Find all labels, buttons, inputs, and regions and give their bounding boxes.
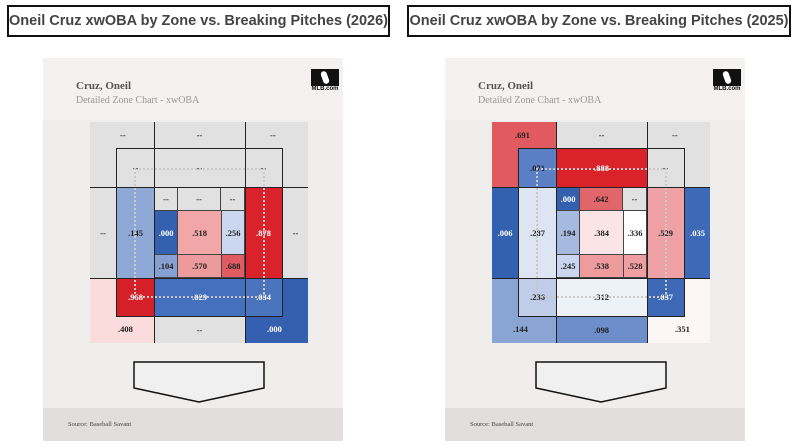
zone-heart-8: .538 (580, 255, 623, 278)
divider-line (245, 122, 246, 343)
zone-heart-5: .384 (580, 211, 623, 255)
mlb-logo: MLB.com (713, 69, 743, 92)
divider-line (90, 187, 308, 188)
zone-shadow-top-left: .071 (518, 148, 556, 187)
zone-heart-7: .245 (556, 255, 580, 278)
zone-heart-3: -- (623, 187, 647, 211)
zone-chase-top: -- (556, 122, 647, 148)
chart-title-2026: Oneil Cruz xwOBA by Zone vs. Breaking Pi… (7, 5, 390, 37)
zone-chase-bottom: -- (154, 317, 245, 343)
zone-shadow-bottom: .312 (556, 278, 647, 317)
zone-chase-right: -- (283, 187, 308, 278)
panel-footer: Source: Baseball Savant (43, 408, 343, 441)
panel-header: Cruz, Oneil Detailed Zone Chart - xwOBA … (43, 58, 343, 120)
zone-shadow-top: -- (154, 148, 245, 187)
zone-shadow-bottom-left: .968 (116, 278, 154, 317)
player-name: Cruz, Oneil (478, 80, 533, 92)
zone-heart-6: .336 (623, 211, 647, 255)
source-text: Source: Baseball Savant (68, 421, 132, 428)
zone-heart-6: .256 (221, 211, 245, 255)
zone-heart-1: .000 (556, 187, 580, 211)
mlb-logo: MLB.com (311, 69, 341, 92)
zone-chart-panel-2026: Cruz, Oneil Detailed Zone Chart - xwOBA … (43, 58, 343, 441)
panel-footer: Source: Baseball Savant (445, 408, 745, 441)
zone-heart-2: .642 (580, 187, 623, 211)
divider-line (492, 187, 710, 188)
zone-heart-9: .528 (623, 255, 647, 278)
zone-shadow-left: .287 (518, 187, 556, 278)
zone-shadow-right: .878 (245, 187, 283, 278)
chart-title-2025: Oneil Cruz xwOBA by Zone vs. Breaking Pi… (407, 5, 791, 37)
source-text: Source: Baseball Savant (470, 421, 534, 428)
zone-shadow-bottom-left: .236 (518, 278, 556, 317)
zone-heart-7: .104 (154, 255, 178, 278)
chart-subtitle: Detailed Zone Chart - xwOBA (478, 95, 602, 106)
panel-header: Cruz, Oneil Detailed Zone Chart - xwOBA … (445, 58, 745, 120)
zone-heart-4: .000 (154, 211, 178, 255)
zone-heart-3: -- (221, 187, 245, 211)
player-name: Cruz, Oneil (76, 80, 131, 92)
zone-shadow-top-right: -- (245, 148, 283, 187)
zone-chase-bottom: .098 (556, 317, 647, 343)
zone-heart-1: -- (154, 187, 178, 211)
zone-shadow-top-right: -- (647, 148, 685, 187)
zone-shadow-bottom-right: .037 (647, 278, 685, 317)
divider-line (647, 122, 648, 343)
zone-chase-left: -- (90, 187, 116, 278)
zone-heart-5: .518 (178, 211, 221, 255)
zone-chase-right: .035 (685, 187, 710, 278)
home-plate-icon (535, 361, 667, 403)
mlb-logo-icon (713, 69, 741, 86)
zone-shadow-bottom: .029 (154, 278, 245, 317)
divider-line (556, 122, 557, 343)
zone-shadow-top-left: -- (116, 148, 154, 187)
zone-heart-9: .688 (221, 255, 245, 278)
zone-shadow-top: .888 (556, 148, 647, 187)
divider-line (90, 278, 308, 279)
zone-shadow-right: .529 (647, 187, 685, 278)
zone-chase-left: .006 (492, 187, 518, 278)
zone-heart-4: .194 (556, 211, 580, 255)
zone-shadow-bottom-right: .034 (245, 278, 283, 317)
zone-shadow-left: .145 (116, 187, 154, 278)
zone-chart-panel-2025: Cruz, Oneil Detailed Zone Chart - xwOBA … (445, 58, 745, 441)
divider-line (492, 278, 710, 279)
zone-heart-2: -- (178, 187, 221, 211)
divider-line (154, 122, 155, 343)
mlb-logo-icon (311, 69, 339, 86)
chart-subtitle: Detailed Zone Chart - xwOBA (76, 95, 200, 106)
zone-chase-top: -- (154, 122, 245, 148)
zone-heart-8: .570 (178, 255, 221, 278)
home-plate-icon (133, 361, 265, 403)
